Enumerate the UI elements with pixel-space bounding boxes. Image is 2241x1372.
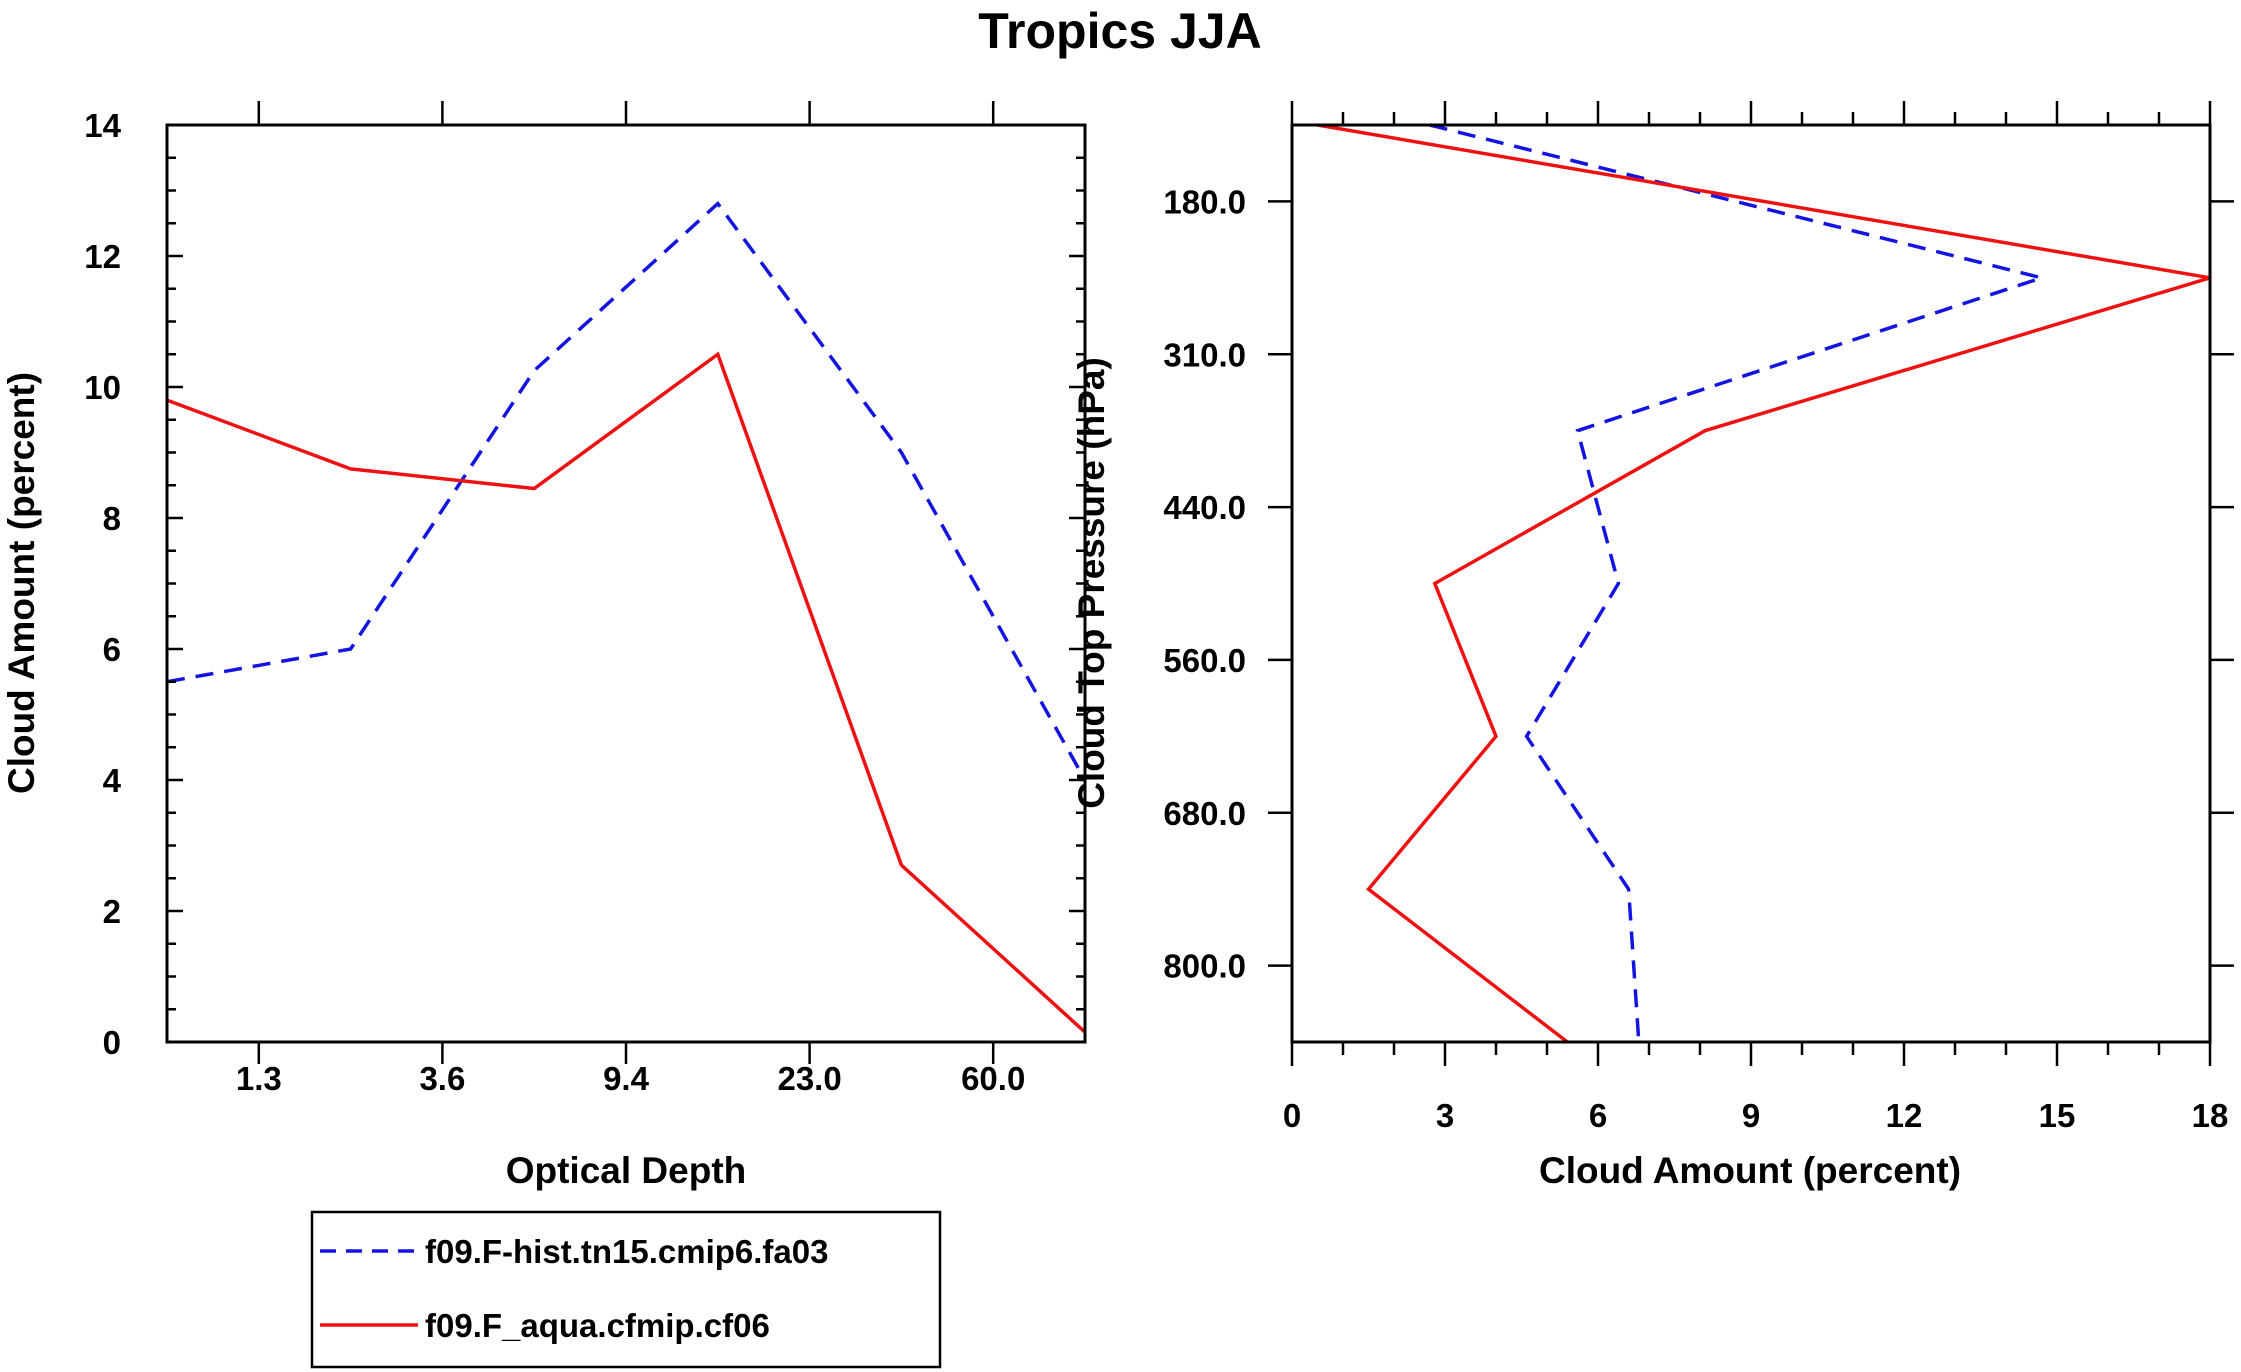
left-x-tick-label: 3.6 xyxy=(419,1060,465,1097)
legend-label-aqua: f09.F_aqua.cfmip.cf06 xyxy=(425,1307,770,1344)
left-y-tick-label: 10 xyxy=(84,369,121,406)
optical-depth-chart: 0 2 4 6 8 10 12 14 1.3 3.6 9.4 23.0 60.0 Optical Dep… xyxy=(1,101,1087,1191)
right-y-tick-label: 440.0 xyxy=(1163,489,1246,526)
right-y-tick-label: 800.0 xyxy=(1163,948,1246,985)
right-x-tick-label: 0 xyxy=(1283,1097,1301,1134)
left-y-tick-label: 2 xyxy=(103,893,121,930)
right-x-tick-label: 18 xyxy=(2192,1097,2229,1134)
left-x-tick-label: 60.0 xyxy=(961,1060,1025,1097)
left-series-line-aqua xyxy=(166,351,1087,1034)
right-plot-frame xyxy=(1290,123,2212,1044)
left-y-tick-label: 14 xyxy=(84,107,121,144)
left-series-line-hist xyxy=(166,201,1087,781)
right-x-tick-label: 12 xyxy=(1886,1097,1923,1134)
left-x-tick-label: 1.3 xyxy=(236,1060,282,1097)
right-x-tick-label: 15 xyxy=(2039,1097,2076,1134)
left-y-tick-label: 0 xyxy=(103,1024,121,1061)
right-y-axis-label: Cloud Top Pressure (hPa) xyxy=(1071,357,1112,809)
right-x-axis-label: Cloud Amount (percent) xyxy=(1539,1150,1961,1191)
right-y-tick-label: 180.0 xyxy=(1163,183,1246,220)
left-y-tick-label: 12 xyxy=(84,238,121,275)
left-x-tick-label: 9.4 xyxy=(603,1060,650,1097)
right-series-line-hist xyxy=(1429,123,2048,1043)
right-series-line-aqua xyxy=(1317,123,2211,1044)
left-x-tick-label: 23.0 xyxy=(777,1060,841,1097)
pressure-chart: 0 3 6 9 12 15 18 180.0 310.0 440.0 560.0 680.0 800.0… xyxy=(1071,101,2234,1191)
left-plot-frame xyxy=(165,123,1087,1044)
right-x-tick-label: 6 xyxy=(1589,1097,1607,1134)
legend-box xyxy=(310,1210,942,1369)
left-x-axis-label: Optical Depth xyxy=(506,1150,747,1191)
legend-label-hist: f09.F-hist.tn15.cmip6.fa03 xyxy=(425,1233,828,1270)
figure-title: Tropics JJA xyxy=(978,3,1261,59)
left-y-tick-label: 8 xyxy=(103,500,121,537)
left-y-tick-label: 4 xyxy=(103,762,122,799)
right-y-tick-label: 560.0 xyxy=(1163,642,1246,679)
legend: f09.F-hist.tn15.cmip6.fa03 f09.F_aqua.cf… xyxy=(310,1210,942,1369)
left-y-tick-label: 6 xyxy=(103,631,121,668)
right-y-tick-label: 310.0 xyxy=(1163,336,1246,373)
left-y-axis-label: Cloud Amount (percent) xyxy=(1,372,42,794)
right-y-tick-label: 680.0 xyxy=(1163,795,1246,832)
right-x-tick-label: 9 xyxy=(1742,1097,1760,1134)
right-x-tick-label: 3 xyxy=(1436,1097,1454,1134)
